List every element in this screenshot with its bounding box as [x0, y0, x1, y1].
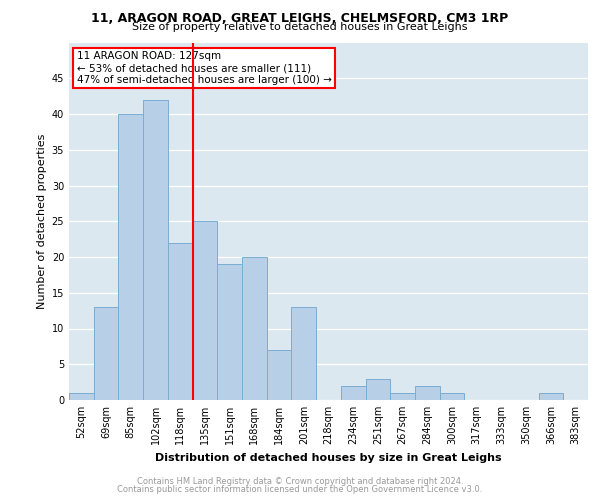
Bar: [217, 264, 242, 400]
Bar: [341, 386, 365, 400]
Text: Contains HM Land Registry data © Crown copyright and database right 2024.: Contains HM Land Registry data © Crown c…: [137, 477, 463, 486]
Bar: [143, 100, 168, 400]
Bar: [292, 307, 316, 400]
Text: Size of property relative to detached houses in Great Leighs: Size of property relative to detached ho…: [132, 22, 468, 32]
Bar: [94, 307, 118, 400]
Text: 11, ARAGON ROAD, GREAT LEIGHS, CHELMSFORD, CM3 1RP: 11, ARAGON ROAD, GREAT LEIGHS, CHELMSFOR…: [91, 12, 509, 26]
Text: Contains public sector information licensed under the Open Government Licence v3: Contains public sector information licen…: [118, 485, 482, 494]
Bar: [440, 393, 464, 400]
Bar: [415, 386, 440, 400]
Y-axis label: Number of detached properties: Number of detached properties: [37, 134, 47, 309]
Bar: [267, 350, 292, 400]
Bar: [390, 393, 415, 400]
Bar: [168, 242, 193, 400]
Bar: [193, 221, 217, 400]
Bar: [365, 378, 390, 400]
Bar: [118, 114, 143, 400]
Bar: [69, 393, 94, 400]
Bar: [539, 393, 563, 400]
Text: 11 ARAGON ROAD: 127sqm
← 53% of detached houses are smaller (111)
47% of semi-de: 11 ARAGON ROAD: 127sqm ← 53% of detached…: [77, 52, 332, 84]
Bar: [242, 257, 267, 400]
X-axis label: Distribution of detached houses by size in Great Leighs: Distribution of detached houses by size …: [155, 452, 502, 462]
